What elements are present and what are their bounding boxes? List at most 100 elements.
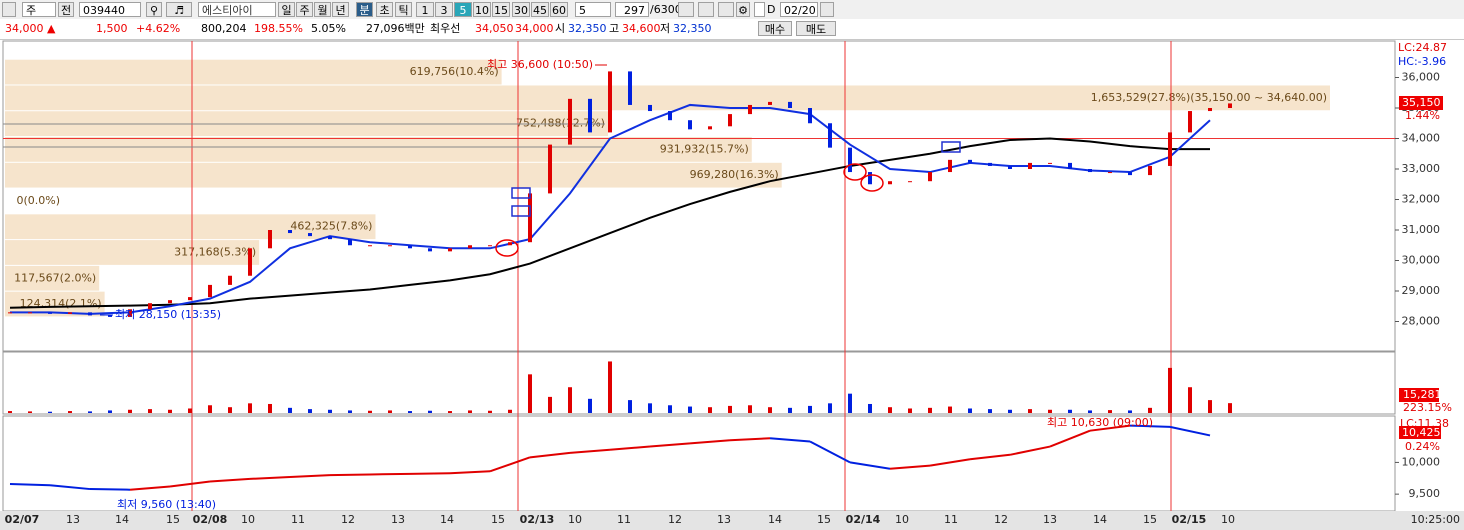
candle xyxy=(1048,162,1052,164)
index-segment xyxy=(769,437,811,443)
count[interactable]: 5 xyxy=(575,2,611,17)
volume-bar xyxy=(328,409,332,413)
interval-button[interactable]: 60 xyxy=(550,2,568,17)
open-label: 시 xyxy=(555,22,566,35)
candle xyxy=(688,120,692,130)
profile-bar xyxy=(5,162,782,188)
date[interactable]: 02/20 xyxy=(780,2,818,17)
interval-button[interactable]: 5 xyxy=(454,2,472,17)
high: 34,600 xyxy=(622,22,661,35)
candle xyxy=(208,284,212,298)
interval-button[interactable]: 10 xyxy=(473,2,491,17)
bid: 34,000 xyxy=(515,22,554,35)
period-button[interactable]: 주 xyxy=(296,2,313,17)
buy-button[interactable]: 매수 xyxy=(758,21,792,36)
volume-box-label: 15,281 xyxy=(1403,388,1442,401)
volume-bar xyxy=(948,406,952,413)
change: 1,500 xyxy=(96,22,128,35)
price: 34,000 ▲ xyxy=(5,22,56,35)
x-tick-label: 10 xyxy=(241,513,255,526)
calendar[interactable] xyxy=(820,2,834,17)
profile-label: 317,168(5.3%) xyxy=(174,245,256,258)
amount: 27,096백만 xyxy=(366,22,425,35)
profile-bar xyxy=(5,137,752,162)
period-button[interactable]: 월 xyxy=(314,2,331,17)
volume-bar xyxy=(668,405,672,413)
index-segment xyxy=(129,485,171,491)
index-box xyxy=(1399,426,1441,439)
interval-button[interactable]: 30 xyxy=(512,2,530,17)
volume-bar xyxy=(1128,410,1132,413)
index-segment xyxy=(649,442,691,448)
index-segment xyxy=(1089,424,1131,432)
interval-button[interactable]: 45 xyxy=(531,2,549,17)
total: /6300 xyxy=(650,3,682,16)
y-tick-label: 28,000 xyxy=(1402,315,1441,328)
x-tick-label: 02/08 xyxy=(193,513,228,526)
volume-bar xyxy=(1228,403,1232,413)
toolbar: 주 전 039440 ⚲ ♬ 에스티아이 5 297 /6300 ⚙ D 02/… xyxy=(0,0,1464,20)
volume-bar xyxy=(128,409,132,413)
settings[interactable]: ⚙ xyxy=(736,2,750,17)
x-tick-label: 02/07 xyxy=(5,513,40,526)
period-button[interactable]: 분 xyxy=(356,2,373,17)
period-button[interactable]: 년 xyxy=(332,2,349,17)
icon[interactable] xyxy=(2,2,16,17)
volume-bar xyxy=(448,411,452,413)
y-tick-label: 29,000 xyxy=(1402,284,1441,297)
profile-label: 462,325(7.8%) xyxy=(290,220,372,233)
y-tick-label: 31,000 xyxy=(1402,223,1441,236)
volume-bar xyxy=(748,405,752,413)
index-high-note: 최고 10,630 (09:00) xyxy=(1047,416,1153,429)
index-segment xyxy=(529,451,571,459)
candle xyxy=(568,98,572,145)
volume-bar xyxy=(1048,409,1052,413)
highlight-circle xyxy=(843,163,867,181)
sell-button[interactable]: 매도 xyxy=(796,21,836,36)
candle xyxy=(408,245,412,249)
period-button[interactable]: 틱 xyxy=(395,2,412,17)
candle xyxy=(768,101,772,105)
x-tick-label: 12 xyxy=(668,513,682,526)
open: 32,350 xyxy=(568,22,607,35)
candle xyxy=(1228,103,1232,108)
candle xyxy=(968,159,972,163)
x-tick-label: 11 xyxy=(944,513,958,526)
sound[interactable]: ♬ xyxy=(166,2,192,17)
candle xyxy=(528,193,532,243)
save[interactable] xyxy=(718,2,734,17)
index-segment xyxy=(929,458,971,467)
volume-bar xyxy=(1008,409,1012,413)
volume-bar xyxy=(48,411,52,413)
search[interactable]: ⚲ xyxy=(146,2,162,17)
volume-bar xyxy=(1208,400,1212,413)
volume-bar xyxy=(728,405,732,413)
volume-bar xyxy=(508,409,512,413)
tool[interactable] xyxy=(698,2,714,17)
profile-bar xyxy=(5,265,100,291)
code-type[interactable]: 주 xyxy=(22,2,56,17)
period-button[interactable]: 일 xyxy=(278,2,295,17)
y-tick-label: 34,000 xyxy=(1402,132,1441,145)
tool[interactable] xyxy=(678,2,694,17)
period-button[interactable]: 초 xyxy=(376,2,393,17)
market[interactable]: 전 xyxy=(58,2,74,17)
code[interactable]: 039440 xyxy=(79,2,141,17)
x-tick-label: 11 xyxy=(291,513,305,526)
interval-button[interactable]: 15 xyxy=(492,2,510,17)
candle xyxy=(708,126,712,130)
x-tick-label: 02/13 xyxy=(520,513,555,526)
profile-label: 752,488(12.7%) xyxy=(516,117,605,130)
x-tick-label: 10 xyxy=(1221,513,1235,526)
range[interactable]: 297 xyxy=(615,2,649,17)
candle xyxy=(48,312,52,314)
index-segment xyxy=(1049,429,1091,448)
low-label: 저 xyxy=(660,22,671,35)
interval-button[interactable]: 1 xyxy=(416,2,434,17)
interval-button[interactable]: 3 xyxy=(435,2,453,17)
low-note: 최저 28,150 (13:35) xyxy=(115,308,221,321)
candle xyxy=(148,303,152,310)
y-tick-label: 33,000 xyxy=(1402,162,1441,175)
checkbox[interactable] xyxy=(754,2,765,17)
